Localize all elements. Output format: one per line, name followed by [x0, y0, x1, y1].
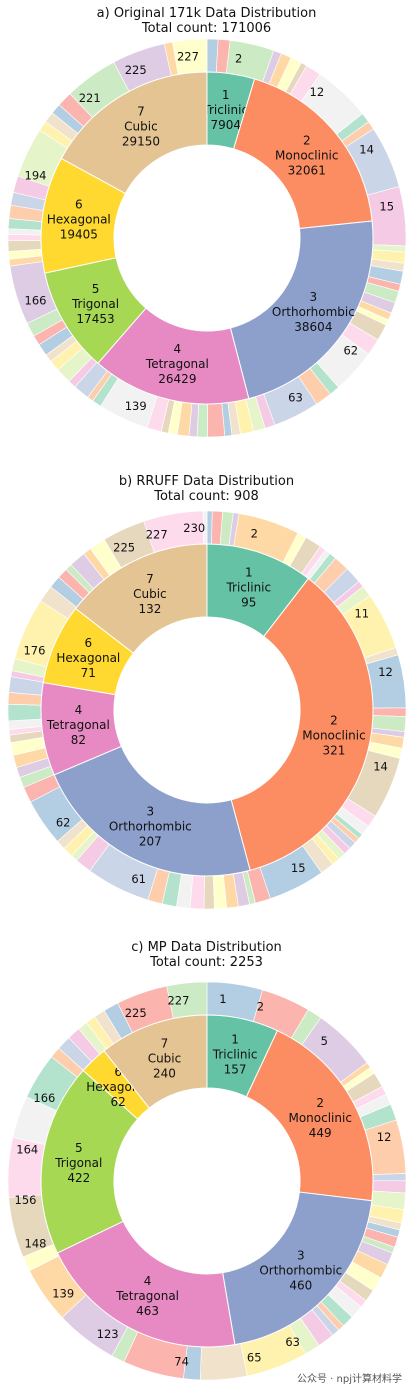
outer-ring-label: 12 [378, 665, 393, 679]
inner-ring: 1 Triclinic 157 2 Monoclinic 449 3 Orthorhombic… [40, 1014, 374, 1348]
outer-ring-label: 1 [219, 992, 226, 1006]
crystal-system-slice [60, 71, 208, 195]
outer-ring-label: 65 [247, 1350, 262, 1364]
donut-chart-c: 1 Triclinic 157 2 Monoclinic 449 3 Orthorhombic… [7, 981, 407, 1381]
crystal-system-slice [229, 220, 374, 400]
chart-subtitle: Total count: 171006 [141, 21, 272, 36]
outer-ring-label: 63 [285, 1335, 300, 1349]
crystal-system-slice [233, 78, 373, 230]
watermark-text: 公众号 · npj计算材料学 [294, 1369, 405, 1386]
outer-ring-label: 15 [379, 199, 394, 213]
chart-subtitle: Total count: 2253 [150, 955, 263, 970]
outer-ring-label: 123 [97, 1327, 119, 1341]
outer-ring-segment [7, 239, 42, 252]
outer-ring-label: 148 [25, 1236, 47, 1250]
slice-label: 7 Cubic 132 [133, 572, 167, 616]
outer-ring-label: 230 [183, 521, 205, 535]
crystal-system-slice [74, 543, 208, 654]
slice-label: 6 Hexagonal 19405 [47, 198, 111, 242]
chart-c-title-block: c) MP Data Distribution Total count: 225… [0, 940, 413, 970]
slice-label: 3 Orthorhombic 207 [109, 804, 192, 848]
outer-ring-label: 2 [235, 51, 242, 65]
donut-chart-a: 1 Triclinic 7904 2 Monoclinic 32061 3 Orthorhom… [7, 38, 407, 438]
outer-ring-label: 194 [25, 169, 47, 183]
slice-label: 4 Tetragonal 463 [115, 1274, 179, 1318]
chart-a-title-block: a) Original 171k Data Distribution Total… [0, 6, 413, 36]
outer-ring-label: 164 [16, 1142, 38, 1156]
outer-ring-label: 156 [15, 1193, 37, 1207]
outer-ring-label: 225 [125, 63, 147, 77]
outer-ring-label: 61 [131, 872, 146, 886]
crystal-system-slice [56, 1220, 236, 1348]
outer-ring-label: 139 [52, 1286, 74, 1300]
outer-ring-segment [7, 703, 42, 722]
crystal-system-slice [103, 1014, 208, 1109]
outer-ring-label: 12 [377, 1130, 392, 1144]
outer-ring-label: 225 [125, 1006, 147, 1020]
slice-label: 2 Monoclinic 321 [302, 713, 365, 757]
slice-label: 2 Monoclinic 449 [288, 1096, 351, 1140]
outer-ring-label: 176 [23, 644, 45, 658]
slice-label: 2 Monoclinic 32061 [275, 133, 338, 177]
outer-ring-label: 166 [25, 293, 47, 307]
outer-ring-label: 2 [251, 527, 258, 541]
donut-chart-b: 1 Triclinic 95 2 Monoclinic 321 3 Orthorhombic 2… [7, 510, 407, 910]
outer-ring-label: 221 [79, 91, 101, 105]
outer-ring-segment [372, 707, 407, 717]
slice-label: 5 Trigonal 17453 [71, 282, 119, 326]
outer-ring-label: 139 [125, 399, 147, 413]
chart-title: a) Original 171k Data Distribution [96, 6, 317, 21]
outer-ring-label: 227 [167, 994, 189, 1008]
slice-label: 6 Hexagonal 71 [56, 636, 120, 680]
outer-ring-label: 5 [321, 1034, 328, 1048]
outer-ring-label: 12 [310, 85, 325, 99]
slice-label: 1 Triclinic 7904 [202, 88, 248, 132]
crystal-system-slice [230, 577, 374, 871]
outer-ring-label: 227 [177, 49, 199, 63]
outer-ring-label: 15 [291, 861, 306, 875]
chart-title: b) RRUFF Data Distribution [118, 474, 295, 489]
outer-ring-label: 14 [373, 759, 388, 773]
outer-ring-segment [207, 403, 226, 438]
outer-ring-label: 225 [113, 540, 135, 554]
outer-ring-segment [203, 875, 215, 910]
inner-ring: 1 Triclinic 95 2 Monoclinic 321 3 Orthorhombic 2… [40, 543, 374, 877]
crystal-system-slice [222, 1191, 373, 1346]
outer-ring-label: 2 [257, 999, 264, 1013]
slice-label: 3 Orthorhombic 38604 [272, 290, 355, 334]
outer-ring-label: 62 [56, 815, 71, 829]
chart-a-original: a) Original 171k Data Distribution Total… [0, 0, 413, 450]
slice-label: 3 Orthorhombic 460 [259, 1248, 342, 1292]
slice-label: 4 Tetragonal 26429 [145, 342, 209, 386]
slice-label: 1 Triclinic 157 [212, 1033, 258, 1077]
slice-label: 7 Cubic 240 [148, 1037, 182, 1081]
outer-ring-label: 166 [33, 1091, 55, 1105]
chart-b-title-block: b) RRUFF Data Distribution Total count: … [0, 474, 413, 504]
inner-ring: 1 Triclinic 7904 2 Monoclinic 32061 3 Orthorhom… [40, 71, 374, 405]
crystal-system-slice [40, 1069, 139, 1254]
slice-label: 7 Cubic 29150 [122, 105, 160, 149]
chart-subtitle: Total count: 908 [154, 489, 259, 504]
crystal-system-slice [53, 745, 251, 877]
outer-ring-label: 227 [146, 528, 168, 542]
chart-title: c) MP Data Distribution [131, 940, 282, 955]
slice-label: 1 Triclinic 95 [225, 565, 271, 609]
outer-ring-label: 74 [174, 1355, 189, 1369]
slice-label: 5 Trigonal 422 [54, 1141, 102, 1185]
outer-ring-segment [199, 1343, 248, 1381]
chart-c-mp: c) MP Data Distribution Total count: 225… [0, 936, 413, 1390]
outer-ring-label: 14 [359, 143, 374, 157]
outer-ring-label: 62 [343, 343, 358, 357]
outer-ring-label: 11 [354, 606, 369, 620]
slice-label: 4 Tetragonal 82 [46, 703, 110, 747]
outer-ring-segment [7, 234, 42, 242]
chart-b-rruff: b) RRUFF Data Distribution Total count: … [0, 470, 413, 920]
crystal-system-slice [245, 1029, 374, 1202]
outer-ring-label: 63 [288, 391, 303, 405]
outer-ring-segment [372, 1173, 407, 1182]
